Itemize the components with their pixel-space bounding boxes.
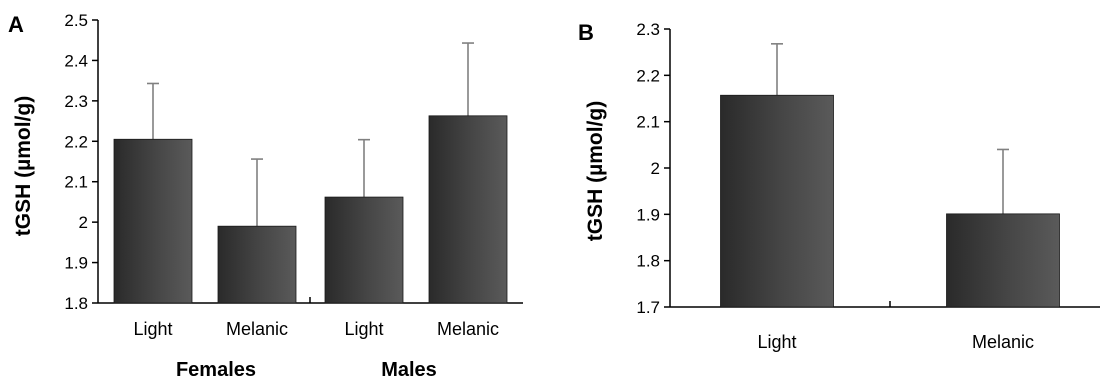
category-label: Melanic <box>437 319 499 339</box>
chart-panel-a: A tGSH (µmol/g) 1.8 1.9 2 2.1 2.2 2.3 2.4 2.5 L… <box>8 11 523 381</box>
y-tick-label: 2.1 <box>64 173 88 192</box>
y-tick-label: 1.9 <box>64 254 88 273</box>
panel-b-y-ticks: 1.7 1.8 1.9 2 2.1 2.2 2.3 <box>636 20 670 317</box>
y-tick-label: 2.3 <box>64 92 88 111</box>
panel-a-y-axis-title: tGSH (µmol/g) <box>12 96 35 236</box>
category-label: Light <box>757 332 796 352</box>
bar-melanic <box>217 225 297 304</box>
category-label: Melanic <box>972 332 1034 352</box>
panel-b-label: B <box>578 20 594 45</box>
y-tick-label: 2.2 <box>636 66 660 85</box>
y-tick-label: 2.3 <box>636 20 660 39</box>
y-tick-label: 2 <box>79 213 88 232</box>
bar-light <box>324 196 404 304</box>
y-tick-label: 2 <box>651 159 660 178</box>
panel-b-y-axis-title: tGSH (µmol/g) <box>584 101 607 241</box>
group-label-males: Males <box>381 359 437 381</box>
category-label: Light <box>344 319 383 339</box>
y-tick-label: 1.7 <box>636 298 660 317</box>
category-label: Light <box>133 319 172 339</box>
y-tick-label: 2.2 <box>64 132 88 151</box>
panel-b-category-labels: Light Melanic <box>757 332 1034 352</box>
y-tick-label: 1.8 <box>636 252 660 271</box>
category-label: Melanic <box>226 319 288 339</box>
panel-a-bars <box>113 42 508 304</box>
y-tick-label: 2.4 <box>64 51 88 70</box>
bar-light <box>113 138 193 304</box>
panel-a-y-ticks: 1.8 1.9 2 2.1 2.2 2.3 2.4 2.5 <box>64 11 98 313</box>
bar-light <box>720 94 834 308</box>
y-tick-label: 1.9 <box>636 205 660 224</box>
group-label-females: Females <box>176 359 256 381</box>
panel-a-category-labels: Light Melanic Light Melanic <box>133 319 499 339</box>
panel-b-bars <box>720 43 1060 308</box>
bar-melanic <box>946 213 1060 308</box>
panel-a-label: A <box>8 12 24 37</box>
y-tick-label: 1.8 <box>64 294 88 313</box>
chart-panel-b: B tGSH (µmol/g) 1.7 1.8 1.9 2 2.1 2.2 2.3 Ligh… <box>578 20 1100 352</box>
y-tick-label: 2.5 <box>64 11 88 30</box>
bar-melanic <box>428 115 508 304</box>
y-tick-label: 2.1 <box>636 113 660 132</box>
